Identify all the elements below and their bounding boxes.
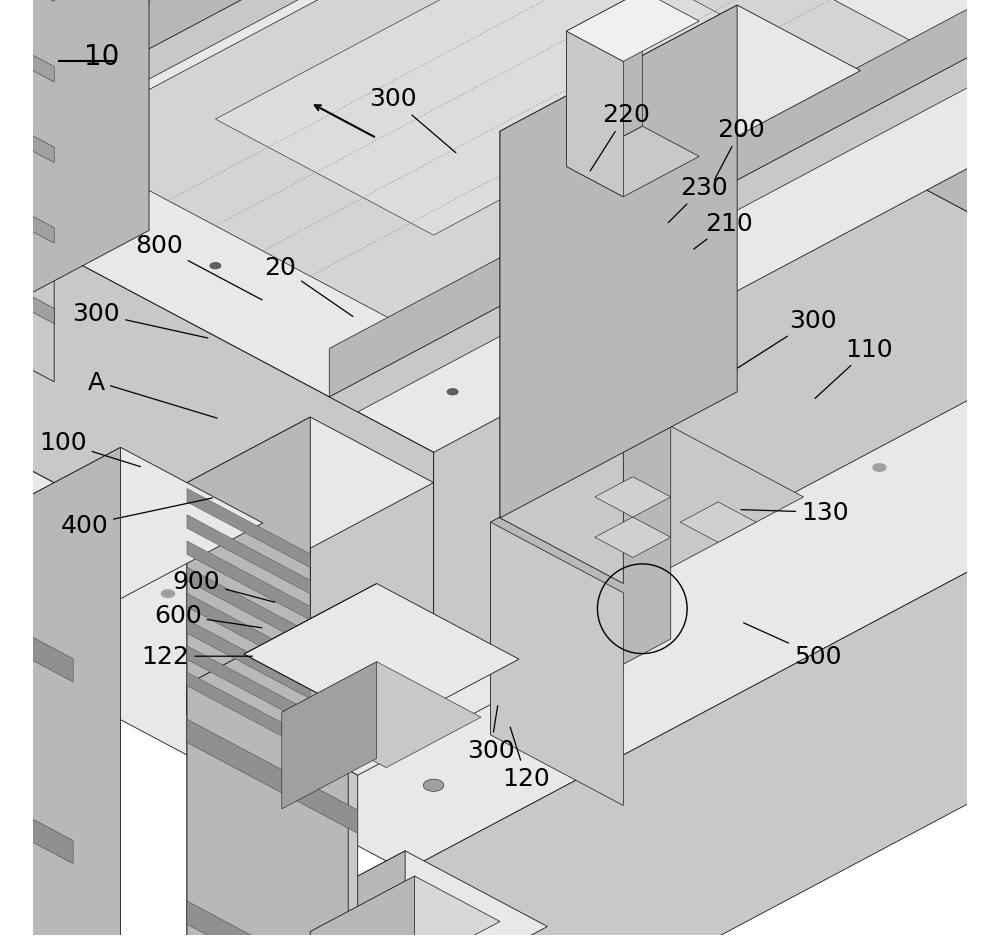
Ellipse shape (115, 212, 126, 219)
Polygon shape (187, 901, 358, 936)
Text: 800: 800 (135, 234, 262, 300)
Polygon shape (329, 20, 1000, 413)
Ellipse shape (161, 591, 175, 598)
Text: 300: 300 (467, 706, 514, 762)
Polygon shape (566, 127, 699, 197)
Polygon shape (187, 489, 310, 568)
Text: 200: 200 (714, 118, 765, 181)
Polygon shape (491, 522, 623, 806)
Ellipse shape (210, 263, 221, 270)
Polygon shape (0, 448, 121, 936)
Text: 300: 300 (73, 302, 208, 339)
Polygon shape (310, 931, 396, 936)
Polygon shape (187, 515, 310, 594)
Ellipse shape (429, 107, 457, 124)
Polygon shape (491, 427, 671, 735)
Polygon shape (187, 685, 358, 936)
Polygon shape (0, 97, 54, 164)
Polygon shape (566, 0, 699, 63)
Text: 120: 120 (502, 727, 550, 790)
Polygon shape (0, 258, 54, 325)
Polygon shape (595, 477, 671, 518)
Polygon shape (187, 599, 519, 775)
Polygon shape (0, 0, 623, 176)
Polygon shape (187, 417, 310, 715)
Polygon shape (0, 765, 73, 864)
Polygon shape (263, 851, 547, 936)
Polygon shape (310, 876, 415, 936)
Polygon shape (187, 720, 358, 833)
Text: 130: 130 (741, 501, 849, 525)
Ellipse shape (427, 782, 440, 789)
Polygon shape (244, 584, 377, 654)
Polygon shape (0, 0, 54, 3)
Text: 10: 10 (84, 43, 120, 71)
Polygon shape (491, 427, 804, 593)
Polygon shape (500, 132, 623, 584)
Text: 600: 600 (154, 604, 262, 628)
Ellipse shape (423, 780, 444, 792)
Polygon shape (310, 876, 500, 936)
Ellipse shape (825, 238, 839, 245)
Text: 110: 110 (815, 338, 893, 399)
Polygon shape (282, 662, 481, 768)
Polygon shape (187, 620, 310, 699)
Polygon shape (263, 851, 405, 936)
Polygon shape (0, 178, 54, 244)
Polygon shape (244, 654, 386, 730)
Polygon shape (187, 567, 310, 647)
Polygon shape (282, 662, 377, 809)
Polygon shape (405, 367, 1000, 936)
Text: 210: 210 (694, 212, 753, 250)
Polygon shape (0, 0, 1000, 871)
Text: A: A (88, 370, 217, 418)
Polygon shape (187, 599, 348, 936)
Polygon shape (215, 0, 785, 236)
Polygon shape (0, 0, 1000, 453)
Polygon shape (187, 483, 310, 781)
Polygon shape (0, 583, 73, 682)
Polygon shape (187, 541, 310, 621)
Text: 500: 500 (744, 623, 841, 668)
Polygon shape (547, 0, 1000, 307)
Text: 220: 220 (590, 103, 650, 171)
Polygon shape (595, 518, 671, 558)
Text: 900: 900 (173, 570, 275, 603)
Text: 300: 300 (369, 87, 456, 154)
Polygon shape (187, 672, 310, 752)
Ellipse shape (209, 263, 222, 271)
Polygon shape (187, 417, 434, 548)
Polygon shape (263, 927, 405, 936)
Polygon shape (0, 0, 1000, 684)
Ellipse shape (518, 0, 539, 6)
Polygon shape (0, 0, 149, 332)
Polygon shape (0, 448, 263, 624)
Ellipse shape (447, 389, 458, 396)
Polygon shape (0, 548, 73, 936)
Polygon shape (187, 646, 310, 725)
Polygon shape (566, 0, 642, 168)
Text: 122: 122 (142, 645, 252, 668)
Polygon shape (566, 32, 623, 197)
Polygon shape (680, 503, 756, 543)
Polygon shape (187, 593, 310, 673)
Polygon shape (0, 0, 54, 382)
Polygon shape (329, 0, 1000, 398)
Polygon shape (500, 0, 1000, 599)
Polygon shape (244, 584, 519, 730)
Polygon shape (0, 136, 434, 684)
Ellipse shape (873, 464, 886, 472)
Polygon shape (500, 6, 860, 197)
Text: 400: 400 (60, 499, 212, 538)
Text: 300: 300 (738, 309, 837, 369)
Text: 20: 20 (265, 256, 353, 317)
Polygon shape (500, 6, 737, 519)
Polygon shape (0, 0, 652, 191)
Text: 230: 230 (668, 176, 728, 224)
Polygon shape (0, 17, 54, 83)
Text: 100: 100 (39, 431, 140, 467)
Polygon shape (54, 0, 955, 343)
